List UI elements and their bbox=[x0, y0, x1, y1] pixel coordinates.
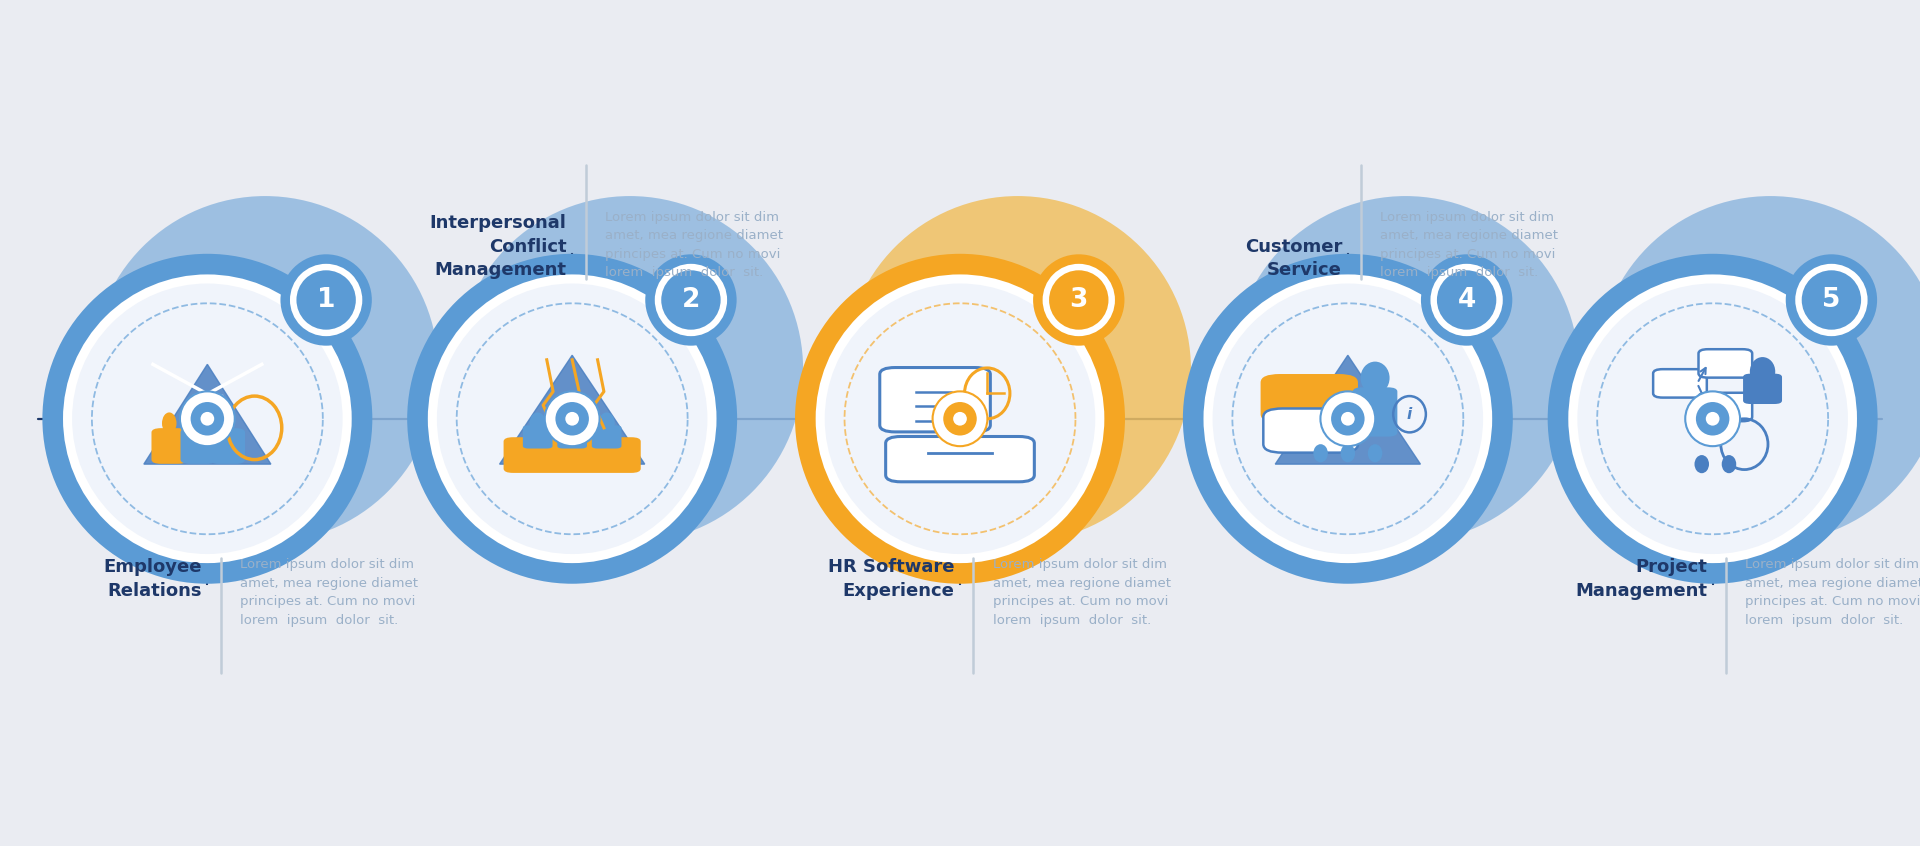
Text: Interpersonal
Conflict
Management: Interpersonal Conflict Management bbox=[430, 214, 566, 279]
Text: 5: 5 bbox=[1822, 287, 1841, 313]
Ellipse shape bbox=[564, 412, 580, 426]
Text: Lorem ipsum dolor sit dim
amet, mea regione diamet
principes at. Cum no movi
lor: Lorem ipsum dolor sit dim amet, mea regi… bbox=[240, 558, 419, 627]
FancyBboxPatch shape bbox=[1699, 349, 1753, 377]
Ellipse shape bbox=[555, 402, 589, 436]
Text: HR Software
Experience: HR Software Experience bbox=[828, 558, 954, 600]
Ellipse shape bbox=[1695, 455, 1709, 473]
Ellipse shape bbox=[161, 412, 177, 434]
Ellipse shape bbox=[599, 412, 614, 434]
Ellipse shape bbox=[1340, 412, 1356, 426]
Ellipse shape bbox=[1213, 283, 1482, 554]
Ellipse shape bbox=[943, 402, 977, 436]
Ellipse shape bbox=[1421, 255, 1513, 346]
Polygon shape bbox=[144, 365, 271, 464]
Text: 2: 2 bbox=[682, 287, 701, 313]
FancyBboxPatch shape bbox=[885, 437, 1035, 481]
Ellipse shape bbox=[795, 254, 1125, 584]
Ellipse shape bbox=[845, 196, 1190, 542]
Ellipse shape bbox=[73, 283, 342, 554]
Ellipse shape bbox=[1204, 274, 1492, 563]
FancyBboxPatch shape bbox=[180, 428, 217, 464]
Ellipse shape bbox=[952, 412, 968, 426]
Ellipse shape bbox=[200, 412, 215, 426]
Text: Customer
Service: Customer Service bbox=[1244, 238, 1342, 279]
Ellipse shape bbox=[1367, 444, 1382, 462]
Text: i: i bbox=[1407, 407, 1413, 422]
Ellipse shape bbox=[457, 196, 803, 542]
Ellipse shape bbox=[1233, 196, 1578, 542]
FancyBboxPatch shape bbox=[591, 426, 622, 448]
FancyBboxPatch shape bbox=[1354, 387, 1398, 437]
Ellipse shape bbox=[1321, 392, 1375, 446]
Ellipse shape bbox=[530, 412, 545, 434]
Ellipse shape bbox=[42, 254, 372, 584]
Ellipse shape bbox=[1578, 283, 1847, 554]
Ellipse shape bbox=[826, 283, 1094, 554]
Text: Project
Management: Project Management bbox=[1574, 558, 1707, 600]
FancyBboxPatch shape bbox=[1261, 374, 1357, 423]
Text: 4: 4 bbox=[1457, 287, 1476, 313]
Ellipse shape bbox=[1749, 357, 1776, 386]
FancyBboxPatch shape bbox=[557, 426, 588, 448]
Ellipse shape bbox=[1686, 392, 1740, 446]
Ellipse shape bbox=[280, 255, 372, 346]
Ellipse shape bbox=[92, 196, 438, 542]
Ellipse shape bbox=[180, 392, 234, 446]
FancyBboxPatch shape bbox=[1699, 393, 1753, 421]
Ellipse shape bbox=[1722, 455, 1736, 473]
Ellipse shape bbox=[63, 274, 351, 563]
Ellipse shape bbox=[407, 254, 737, 584]
FancyBboxPatch shape bbox=[209, 428, 246, 464]
Ellipse shape bbox=[1801, 271, 1860, 330]
Text: 1: 1 bbox=[317, 287, 336, 313]
Text: Lorem ipsum dolor sit dim
amet, mea regione diamet
principes at. Cum no movi
lor: Lorem ipsum dolor sit dim amet, mea regi… bbox=[1745, 558, 1920, 627]
Ellipse shape bbox=[660, 271, 720, 330]
Ellipse shape bbox=[1048, 271, 1108, 330]
FancyBboxPatch shape bbox=[522, 426, 553, 448]
Ellipse shape bbox=[1430, 264, 1503, 336]
Ellipse shape bbox=[1786, 255, 1878, 346]
FancyBboxPatch shape bbox=[879, 367, 991, 432]
Ellipse shape bbox=[190, 412, 205, 434]
Ellipse shape bbox=[1331, 402, 1365, 436]
Ellipse shape bbox=[645, 255, 737, 346]
Ellipse shape bbox=[221, 412, 234, 434]
Text: Lorem ipsum dolor sit dim
amet, mea regione diamet
principes at. Cum no movi
lor: Lorem ipsum dolor sit dim amet, mea regi… bbox=[1380, 211, 1559, 279]
FancyBboxPatch shape bbox=[1263, 409, 1357, 453]
Ellipse shape bbox=[1597, 196, 1920, 542]
Ellipse shape bbox=[1705, 412, 1720, 426]
FancyBboxPatch shape bbox=[1653, 369, 1707, 398]
Ellipse shape bbox=[438, 283, 707, 554]
Ellipse shape bbox=[545, 392, 599, 446]
FancyBboxPatch shape bbox=[152, 428, 186, 464]
Ellipse shape bbox=[1043, 264, 1116, 336]
Ellipse shape bbox=[296, 271, 355, 330]
Text: Lorem ipsum dolor sit dim
amet, mea regione diamet
principes at. Cum no movi
lor: Lorem ipsum dolor sit dim amet, mea regi… bbox=[993, 558, 1171, 627]
Ellipse shape bbox=[1361, 361, 1390, 394]
Ellipse shape bbox=[1436, 271, 1496, 330]
Ellipse shape bbox=[1033, 255, 1125, 346]
Ellipse shape bbox=[1183, 254, 1513, 584]
Ellipse shape bbox=[655, 264, 728, 336]
Ellipse shape bbox=[1340, 444, 1356, 462]
Ellipse shape bbox=[428, 274, 716, 563]
FancyBboxPatch shape bbox=[1743, 374, 1782, 404]
Ellipse shape bbox=[290, 264, 363, 336]
FancyBboxPatch shape bbox=[503, 437, 641, 473]
Polygon shape bbox=[1275, 355, 1421, 464]
Ellipse shape bbox=[816, 274, 1104, 563]
Ellipse shape bbox=[190, 402, 225, 436]
Ellipse shape bbox=[1548, 254, 1878, 584]
Ellipse shape bbox=[1695, 402, 1730, 436]
Text: 3: 3 bbox=[1069, 287, 1089, 313]
Text: Employee
Relations: Employee Relations bbox=[104, 558, 202, 600]
Ellipse shape bbox=[564, 412, 580, 434]
Text: Lorem ipsum dolor sit dim
amet, mea regione diamet
principes at. Cum no movi
lor: Lorem ipsum dolor sit dim amet, mea regi… bbox=[605, 211, 783, 279]
Polygon shape bbox=[499, 355, 645, 464]
Ellipse shape bbox=[1795, 264, 1868, 336]
Ellipse shape bbox=[1569, 274, 1857, 563]
Ellipse shape bbox=[933, 392, 987, 446]
Ellipse shape bbox=[1313, 444, 1329, 462]
